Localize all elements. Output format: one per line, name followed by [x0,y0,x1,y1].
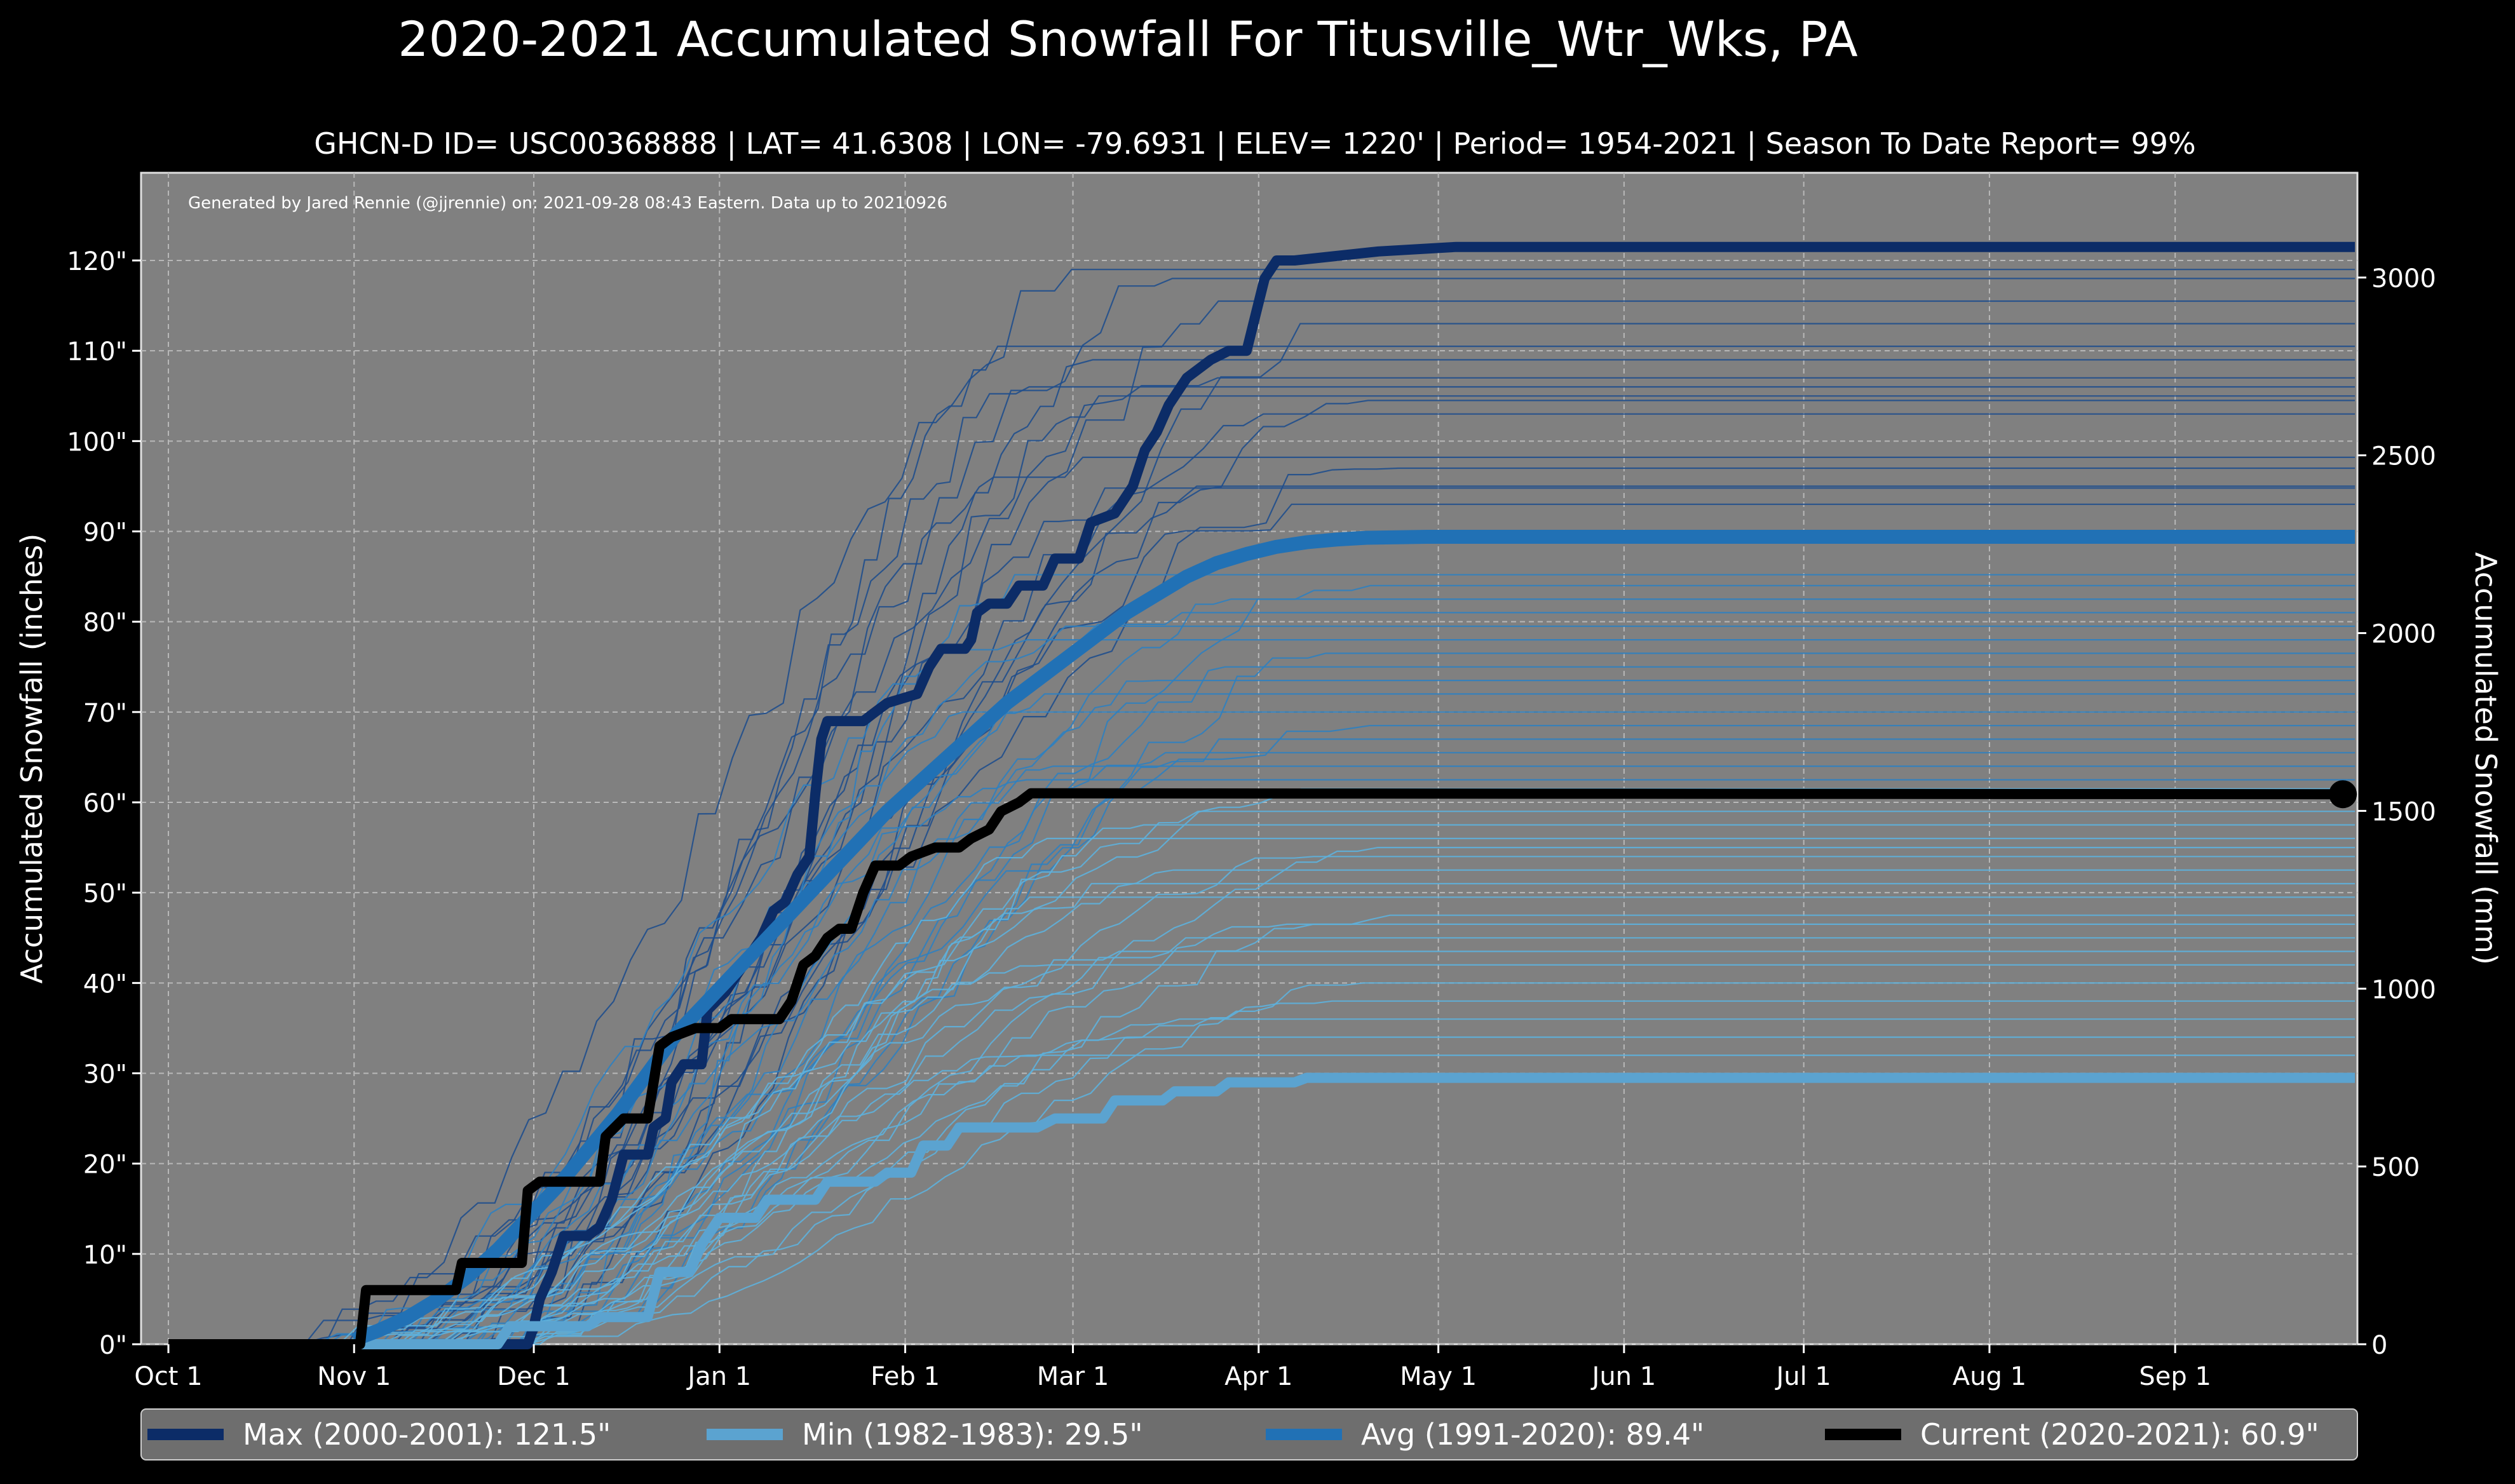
legend-label-avg: Avg (1991-2020): 89.4" [1361,1417,1704,1452]
legend-box [140,1408,2358,1460]
season-line [168,269,2355,1346]
x-tick-label: Oct 1 [134,1362,202,1391]
season-line [168,693,2355,1346]
y-axis-ticks-inches: 0" 10" 20" 30" 40" 50" 60" 70" 80" 90" 100" 110" 120… [67,247,141,1360]
y-tick-label: 90" [83,518,127,548]
y-tick-label: 120" [67,247,127,276]
legend-label-current: Current (2020-2021): 60.9" [1920,1417,2319,1452]
season-line [168,824,2355,1346]
series-line-min [168,1072,2355,1349]
legend-label-max: Max (2000-2001): 121.5" [243,1417,611,1452]
x-tick-label: Aug 1 [1953,1362,2026,1391]
y-tick-label-mm: 0 [2371,1331,2387,1360]
y-tick-label-mm: 1000 [2371,975,2436,1004]
x-tick-label: Jan 1 [686,1362,751,1391]
chart-title: 2020-2021 Accumulated Snowfall For Titus… [398,11,1857,67]
current-end-marker [2329,780,2357,809]
season-line [168,574,2355,1346]
y-tick-label: 40" [83,969,127,999]
season-line [168,680,2355,1346]
x-tick-label: Sep 1 [2139,1362,2211,1391]
chart-credit: Generated by Jared Rennie (@jjrennie) on… [188,194,947,213]
x-tick-label: May 1 [1400,1362,1477,1391]
y-tick-label: 30" [83,1060,127,1089]
season-line [168,923,2355,1346]
season-line [168,652,2355,1346]
y-axis-ticks-mm: 0 500 1000 1500 2000 2500 3000 [2357,264,2436,1360]
y-tick-label: 60" [83,789,127,818]
season-line [168,584,2355,1346]
legend-label-min: Min (1982-1983): 29.5" [802,1417,1143,1452]
season-line [168,847,2355,1346]
chart-subtitle: GHCN-D ID= USC00368888 | LAT= 41.6308 | … [314,126,2196,161]
season-line [168,914,2355,1346]
x-tick-label: Apr 1 [1224,1362,1292,1391]
series-line-max [168,241,2355,1349]
y-tick-label: 20" [83,1150,127,1180]
series-lines [168,241,2357,1349]
y-tick-label: 100" [67,428,127,457]
season-line [168,400,2355,1346]
season-line [168,856,2355,1346]
legend: Max (2000-2001): 121.5" Min (1982-1983): … [140,1408,2358,1460]
plot-area [140,172,2359,1346]
y-tick-label: 110" [67,337,127,367]
y-axis-label-left: Accumulated Snowfall (inches) [15,534,49,984]
y-tick-label-mm: 3000 [2371,264,2436,293]
y-tick-label: 80" [83,609,127,638]
x-axis-ticks: Oct 1 Nov 1 Dec 1 Jan 1 Feb 1 Mar 1 Apr 1 May 1… [134,1344,2211,1391]
season-line [168,612,2355,1346]
y-tick-label: 50" [83,879,127,908]
x-tick-label: Feb 1 [871,1362,940,1391]
season-line [168,950,2355,1346]
y-tick-label: 70" [83,699,127,728]
x-tick-label: Nov 1 [317,1362,391,1391]
series-line-current [168,788,2343,1349]
y-tick-label-mm: 500 [2371,1153,2420,1182]
season-line [168,811,2355,1346]
season-line [168,869,2355,1346]
season-line [168,377,2355,1346]
y-tick-label: 0" [99,1331,127,1360]
season-line [168,982,2355,1346]
season-line [168,456,2355,1346]
y-tick-label: 10" [83,1241,127,1270]
x-tick-label: Jul 1 [1774,1362,1831,1391]
season-line [168,896,2355,1346]
y-tick-label-mm: 1500 [2371,797,2436,826]
x-tick-label: Jun 1 [1590,1362,1657,1391]
season-line [168,779,2355,1346]
season-line [168,1055,2355,1346]
season-line [168,964,2355,1346]
y-axis-label-right: Accumulated Snowfall (mm) [2469,552,2503,965]
y-tick-label-mm: 2000 [2371,620,2436,649]
season-line [168,882,2355,1346]
x-tick-label: Mar 1 [1037,1362,1109,1391]
x-tick-label: Dec 1 [497,1362,571,1391]
y-tick-label-mm: 2500 [2371,442,2436,471]
